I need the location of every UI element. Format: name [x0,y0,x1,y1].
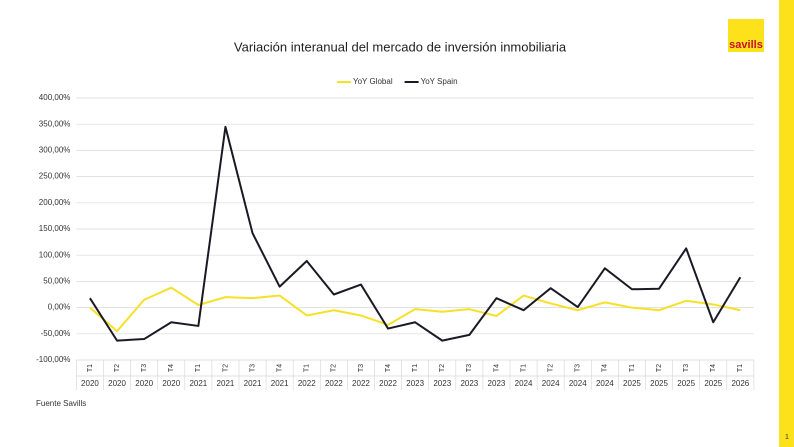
x-tick-year: 2025 [677,379,695,388]
x-tick-label: T1 [195,364,202,372]
x-tick-label: T2 [439,364,446,372]
x-tick-label: T4 [710,364,717,372]
y-tick-label: 400,00% [39,93,71,102]
x-tick-label: T4 [168,364,175,372]
x-tick-label: T2 [222,364,229,372]
x-tick-year: 2022 [352,379,370,388]
side-bar [779,0,794,447]
x-tick-label: T1 [629,364,636,372]
x-tick-label: T4 [493,364,500,372]
y-tick-label: 150,00% [39,224,71,233]
x-tick-label: T2 [331,364,338,372]
y-tick-label: 250,00% [39,172,71,181]
series-line [89,125,742,342]
y-tick-label: -50,00% [41,329,71,338]
x-tick-label: T4 [385,364,392,372]
y-tick-label: -100,00% [36,355,70,364]
x-tick-year: 2021 [217,379,235,388]
logo-box [728,19,764,52]
x-tick-year: 2025 [704,379,722,388]
x-tick-year: 2022 [325,379,343,388]
series-line [89,286,741,333]
x-tick-label: T4 [276,364,283,372]
logo: savills [729,39,763,51]
x-tick-year: 2024 [569,379,587,388]
y-tick-label: 350,00% [39,119,71,128]
x-tick-year: 2023 [433,379,451,388]
x-tick-year: 2022 [379,379,397,388]
x-tick-label: T3 [575,364,582,372]
x-tick-year: 2020 [162,379,180,388]
x-tick-label: T1 [412,364,419,372]
y-tick-label: 300,00% [39,146,71,155]
x-tick-label: T2 [114,364,121,372]
x-tick-year: 2026 [731,379,749,388]
y-tick-label: 200,00% [39,198,71,207]
x-tick-year: 2023 [488,379,506,388]
x-tick-year: 2024 [542,379,560,388]
y-tick-label: 0,00% [48,303,71,312]
x-tick-label: T3 [683,364,690,372]
x-tick-year: 2023 [460,379,478,388]
y-tick-label: 100,00% [39,250,71,259]
chart-title: Variación interanual del mercado de inve… [234,39,567,54]
x-tick-label: T3 [358,364,365,372]
x-tick-year: 2023 [406,379,424,388]
legend-label: YoY Global [353,77,393,86]
x-tick-label: T2 [547,364,554,372]
legend-label: YoY Spain [421,77,458,86]
x-tick-label: T3 [249,364,256,372]
x-tick-year: 2025 [650,379,668,388]
x-tick-label: T1 [737,364,744,372]
x-tick-label: T4 [602,364,609,372]
x-tick-year: 2024 [596,379,614,388]
x-tick-year: 2025 [623,379,641,388]
x-tick-year: 2024 [515,379,533,388]
x-tick-label: T1 [304,364,311,372]
x-tick-label: T3 [466,364,473,372]
x-tick-label: T3 [141,364,148,372]
x-tick-year: 2021 [189,379,207,388]
x-tick-year: 2020 [81,379,99,388]
x-tick-year: 2020 [108,379,126,388]
x-tick-label: T1 [87,364,94,372]
page-number: 1 [785,434,789,441]
x-tick-label: T1 [520,364,527,372]
y-tick-label: 50,00% [43,277,70,286]
source: Fuente Savills [36,399,86,408]
x-tick-label: T2 [656,364,663,372]
x-tick-year: 2021 [271,379,289,388]
x-tick-year: 2021 [244,379,262,388]
x-tick-year: 2020 [135,379,153,388]
x-tick-year: 2022 [298,379,316,388]
